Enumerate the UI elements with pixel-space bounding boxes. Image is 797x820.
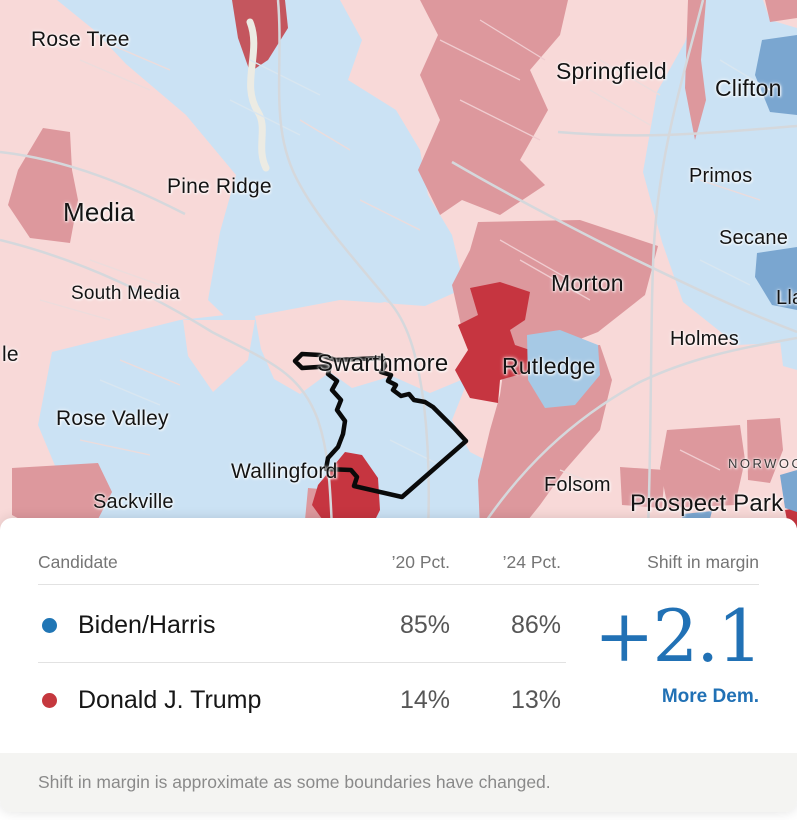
map-label-wallingford: Wallingford: [231, 460, 338, 483]
trump-pct-2020: 14%: [399, 686, 450, 714]
map-label-springfield: Springfield: [556, 58, 667, 84]
header-divider: [38, 584, 759, 585]
header-pct-2020: ’20 Pct.: [391, 552, 450, 572]
map-label-morton: Morton: [551, 270, 624, 296]
minor-roads: [39, 39, 761, 491]
map-label-media: Media: [63, 197, 135, 227]
map-label-rose-valley: Rose Valley: [56, 407, 169, 430]
biden-pct-2020: 85%: [399, 611, 450, 639]
header-shift-in-margin: Shift in margin: [647, 552, 759, 572]
shift-direction: More Dem.: [661, 686, 759, 707]
trump-pct-2024: 13%: [510, 686, 561, 714]
map-label-rose-tree: Rose Tree: [31, 28, 130, 51]
results-card: Candidate ’20 Pct. ’24 Pct. Shift in mar…: [0, 518, 797, 812]
map-label-swarthmore: Swarthmore: [317, 350, 449, 377]
map-label-prospect-park: Prospect Park: [630, 490, 784, 517]
map-rep-dark-regions: [312, 282, 797, 530]
map-label-clifton: Clifton: [715, 75, 782, 101]
map-dem-medium-regions: [527, 35, 797, 530]
map-label-south-media: South Media: [71, 283, 180, 304]
map-label-norwood: NORWOOD: [728, 456, 797, 471]
swarthmore-boundary: [292, 351, 469, 500]
map-region[interactable]: Rose Tree Springfield Clifton Pine Ridge…: [0, 0, 797, 530]
row-divider: [38, 662, 566, 663]
stream: [246, 18, 270, 172]
candidate-name-biden-harris: Biden/Harris: [78, 611, 216, 639]
minor-roads-blue: [99, 59, 771, 466]
rep-dot-icon: [42, 693, 57, 708]
map-label-primos: Primos: [689, 165, 753, 187]
header-candidate: Candidate: [38, 552, 118, 572]
map-label-secane: Secane: [719, 227, 789, 249]
dem-dot-icon: [42, 618, 57, 633]
minor-roads-red: [439, 19, 721, 471]
map-label-folsom: Folsom: [544, 474, 611, 496]
candidate-name-trump: Donald J. Trump: [78, 686, 262, 714]
map-label-left-partial: le: [2, 343, 19, 366]
biden-pct-2024: 86%: [510, 611, 561, 639]
shift-in-margin-block: +2.1 More Dem.: [521, 592, 763, 708]
map-label-sackville: Sackville: [93, 491, 174, 513]
map-label-llanerch: Llan: [776, 287, 797, 309]
map-label-rutledge: Rutledge: [502, 353, 596, 379]
header-pct-2024: ’24 Pct.: [502, 552, 561, 572]
map-label-pine-ridge: Pine Ridge: [167, 175, 272, 198]
shift-value: +2.1: [594, 594, 763, 678]
map-label-holmes: Holmes: [670, 328, 739, 350]
map-canvas: [0, 0, 797, 530]
footnote-text: Shift in margin is approximate as some b…: [38, 772, 551, 792]
footnote: Shift in margin is approximate as some b…: [0, 753, 797, 812]
